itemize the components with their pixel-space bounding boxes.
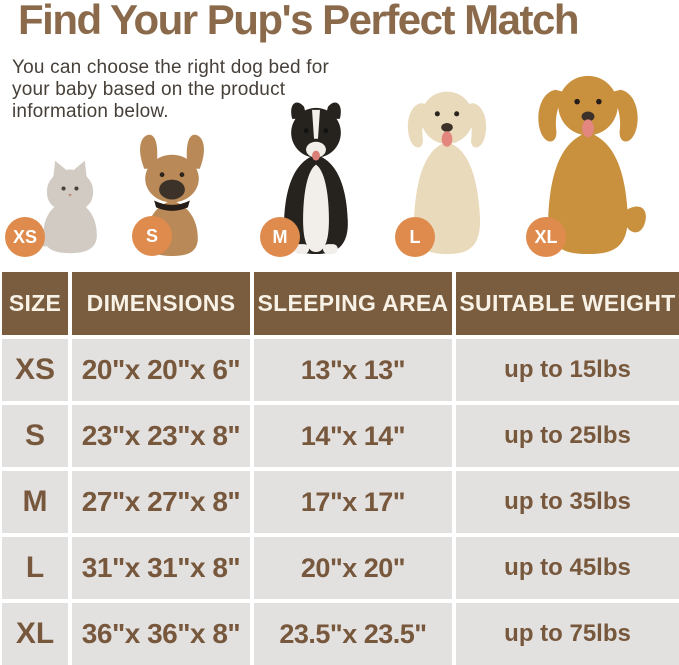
page-title: Find Your Pup's Perfect Match	[18, 0, 580, 43]
table-cell-sleeping-area: 17"x 17"	[254, 471, 452, 533]
table-cell-dimensions: 27"x 27"x 8"	[72, 471, 250, 533]
table-cell-size: M	[2, 471, 68, 533]
table-cell-dimensions: 20"x 20"x 6"	[72, 339, 250, 401]
page-subtitle: You can choose the right dog bed for you…	[12, 57, 329, 123]
column-header-dimensions: DIMENSIONS	[72, 272, 250, 335]
size-badge-m: M	[260, 217, 300, 257]
table-cell-size: L	[2, 537, 68, 599]
column-header-suitable-weight: SUITABLE WEIGHT	[456, 272, 679, 335]
table-cell-sleeping-area: 23.5"x 23.5"	[254, 603, 452, 665]
column-header-sleeping-area: SLEEPING AREA	[254, 272, 452, 335]
size-table: SIZE DIMENSIONS SLEEPING AREA SUITABLE W…	[2, 272, 679, 665]
table-cell-size: XL	[2, 603, 68, 665]
table-cell-sleeping-area: 14"x 14"	[254, 405, 452, 467]
column-header-size: SIZE	[2, 272, 68, 335]
table-cell-dimensions: 36"x 36"x 8"	[72, 603, 250, 665]
table-cell-suitable-weight: up to 75lbs	[456, 603, 679, 665]
table-cell-suitable-weight: up to 35lbs	[456, 471, 679, 533]
french-bulldog-photo-s	[124, 131, 220, 256]
table-cell-size: S	[2, 405, 68, 467]
subtitle-line: your baby based on the product	[12, 79, 286, 100]
subtitle-line: You can choose the right dog bed for	[12, 57, 330, 78]
table-cell-size: XS	[2, 339, 68, 401]
size-badge-xs: XS	[5, 217, 45, 257]
border-collie-photo-m	[260, 95, 372, 256]
table-cell-sleeping-area: 13"x 13"	[254, 339, 452, 401]
size-badge-s: S	[132, 216, 172, 256]
table-cell-sleeping-area: 20"x 20"	[254, 537, 452, 599]
table-cell-dimensions: 23"x 23"x 8"	[72, 405, 250, 467]
golden-retriever-photo-xl	[512, 64, 664, 256]
table-cell-dimensions: 31"x 31"x 8"	[72, 537, 250, 599]
table-cell-suitable-weight: up to 45lbs	[456, 537, 679, 599]
size-badge-xl: XL	[526, 217, 566, 257]
subtitle-line: information below.	[12, 101, 169, 122]
table-cell-suitable-weight: up to 25lbs	[456, 405, 679, 467]
size-badge-l: L	[395, 217, 435, 257]
table-cell-suitable-weight: up to 15lbs	[456, 339, 679, 401]
